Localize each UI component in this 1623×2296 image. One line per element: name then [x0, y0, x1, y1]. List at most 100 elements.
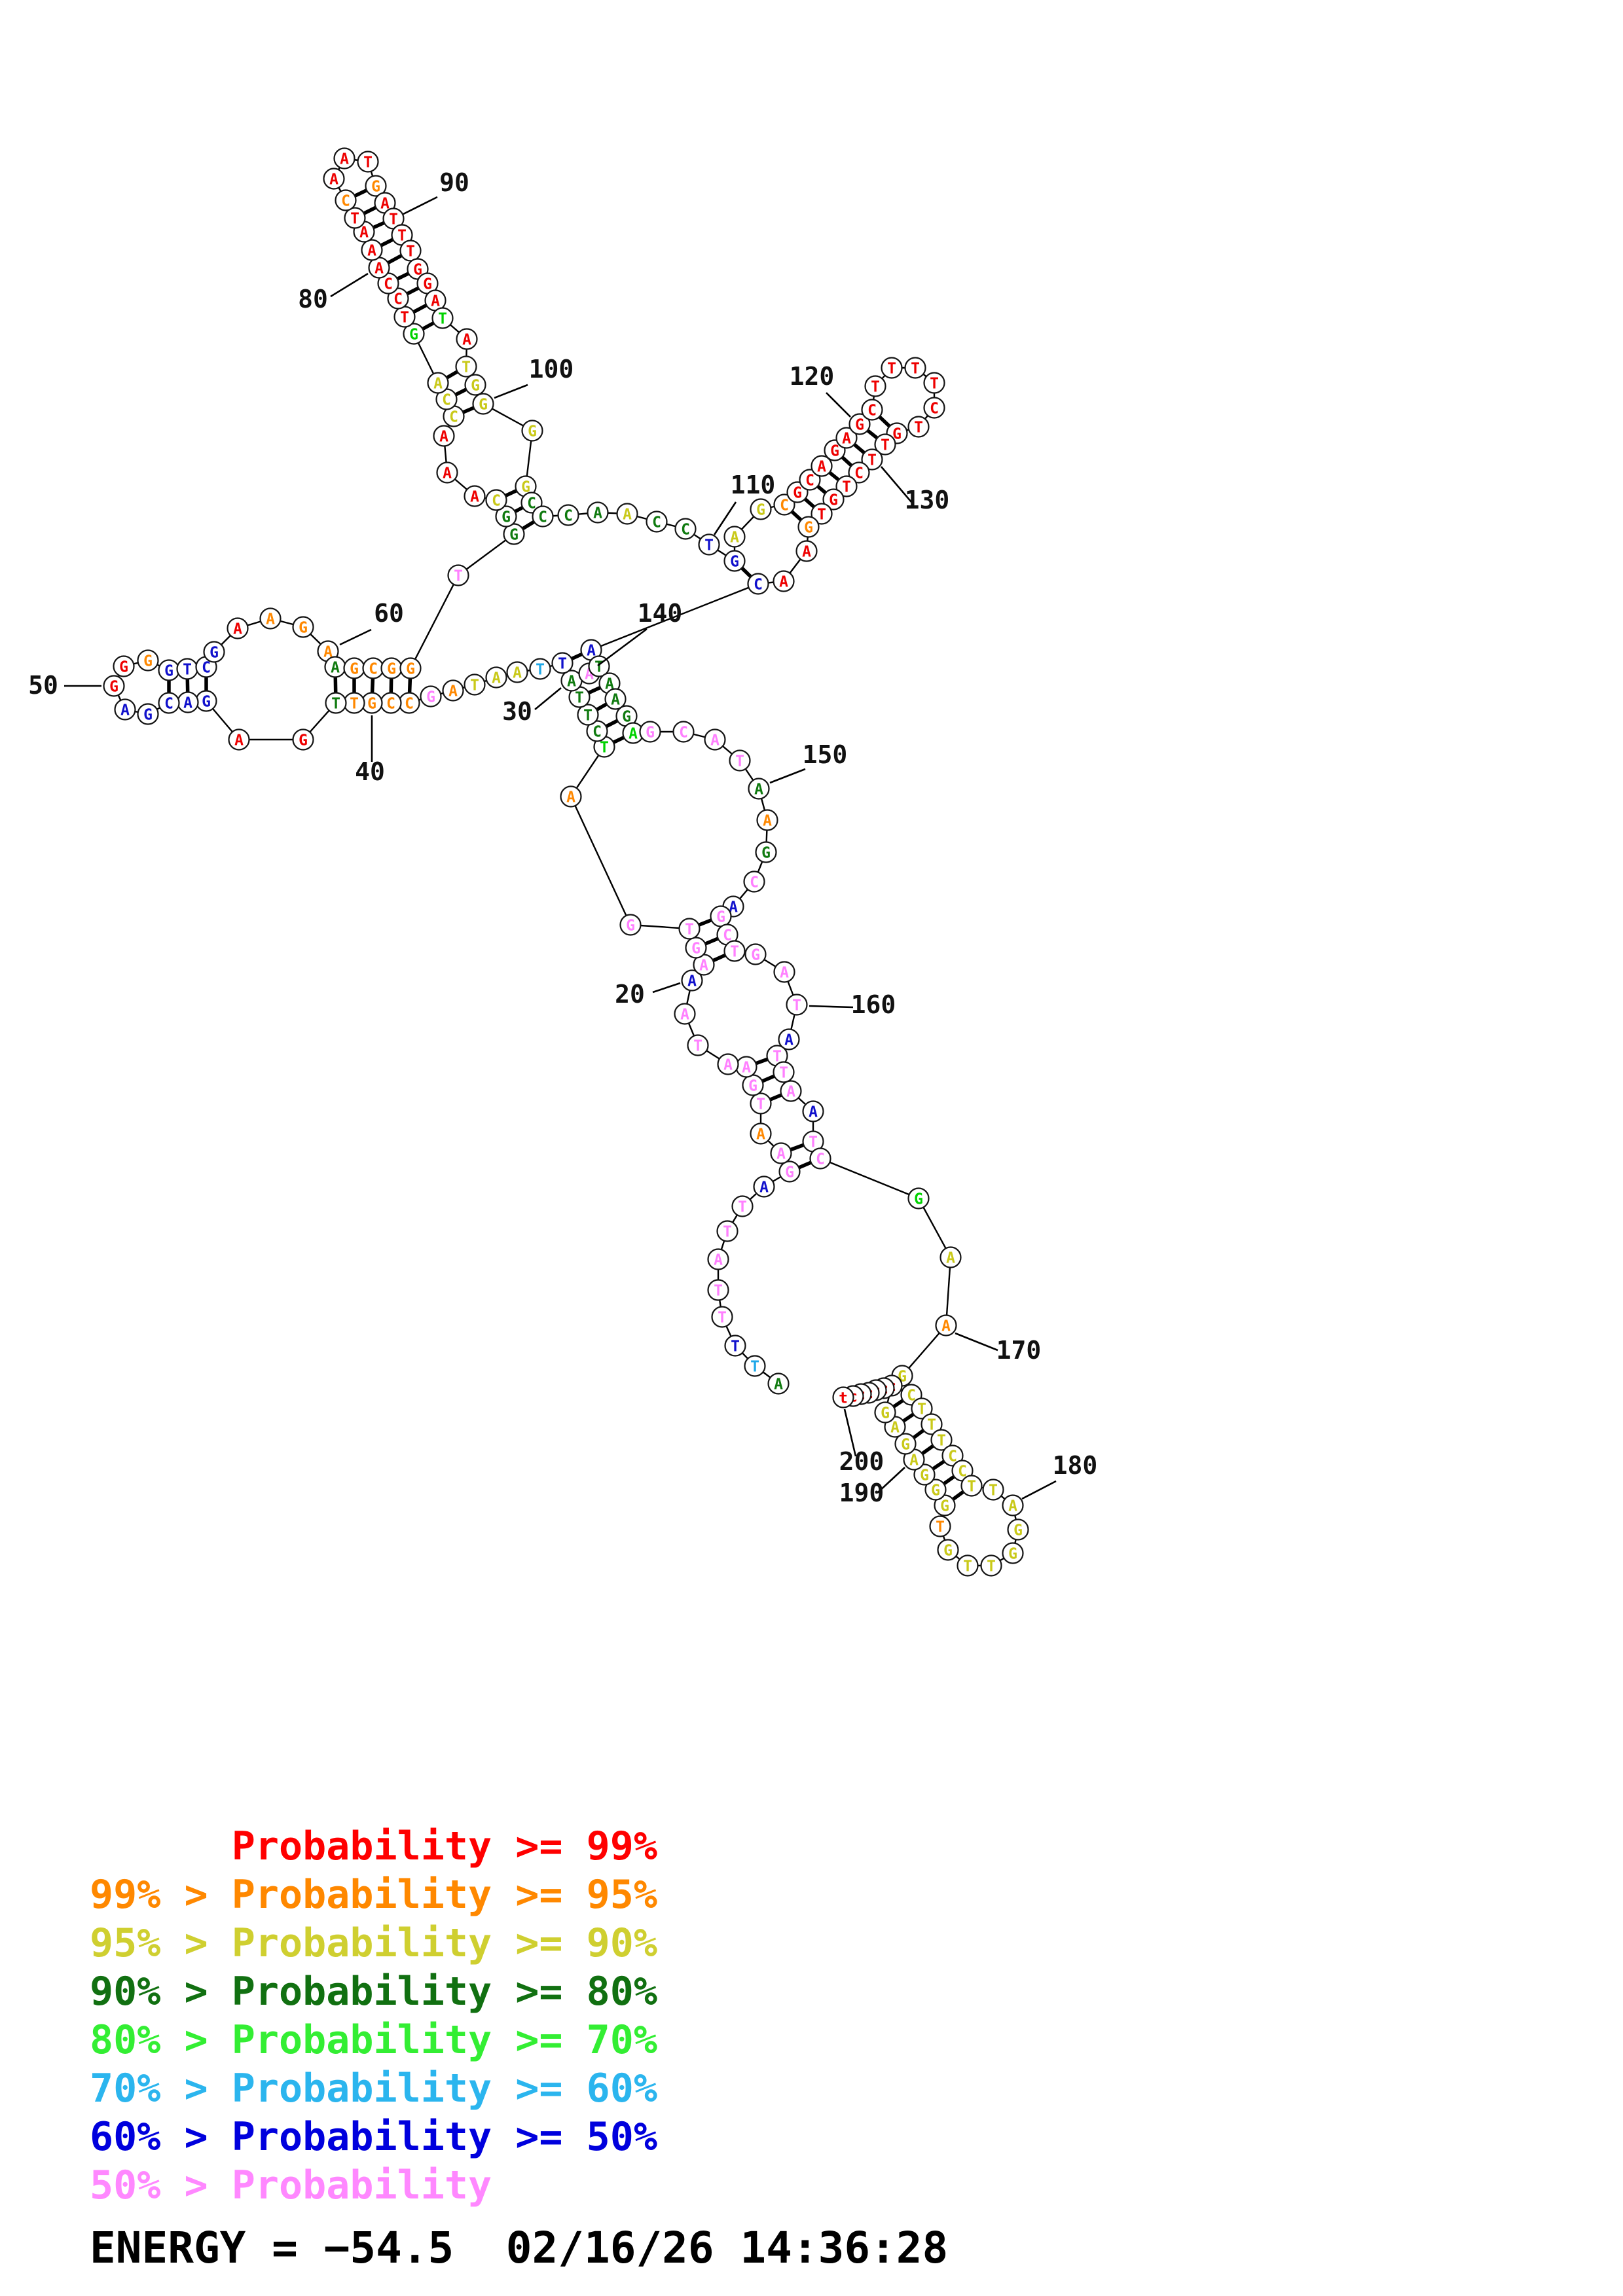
base-letter: C — [816, 1151, 825, 1168]
base-letter: G — [901, 1436, 910, 1453]
nucleotide: G — [907, 1187, 930, 1210]
nucleotide: G — [521, 420, 543, 442]
nucleotide: T — [929, 1515, 951, 1537]
nucleotide: T — [960, 1475, 983, 1497]
base-letter: A — [784, 1031, 793, 1049]
base-letter: A — [374, 260, 384, 277]
base-letter: A — [593, 505, 602, 522]
base-letter: T — [400, 309, 409, 326]
nucleotide: G — [113, 655, 135, 677]
base-letter: T — [817, 506, 826, 523]
nucleotide: G — [103, 675, 125, 697]
nucleotide: T — [716, 1220, 739, 1242]
base-letter: G — [920, 1467, 929, 1484]
nucleotide: A — [442, 679, 464, 702]
base-letter: G — [785, 1164, 794, 1181]
nucleotide: C — [158, 692, 180, 714]
label-leader-line — [826, 392, 851, 418]
nucleotide: G — [822, 488, 845, 511]
base-letter: G — [829, 492, 838, 509]
nucleotide: G — [361, 692, 383, 714]
base-letter: G — [471, 377, 480, 394]
base-letter: A — [729, 899, 738, 916]
nucleotide: G — [755, 841, 777, 863]
nucleotide: C — [747, 573, 769, 595]
nucleotide: A — [560, 785, 582, 808]
base-letter: T — [936, 1518, 945, 1535]
base-letter: T — [750, 1358, 759, 1375]
nucleotide: T — [455, 355, 477, 378]
nucleotide: C — [861, 399, 883, 421]
base-letter: G — [756, 501, 765, 518]
base-letter: T — [723, 1223, 732, 1240]
base-letter: A — [623, 506, 632, 523]
base-letter: A — [776, 1145, 786, 1162]
base-letter: C — [386, 695, 395, 712]
nucleotide: C — [743, 870, 765, 893]
base-letter: T — [575, 689, 584, 706]
base-letter: T — [756, 1096, 765, 1113]
nucleotide: T — [724, 1335, 746, 1357]
base-letter: A — [774, 1376, 783, 1393]
base-letter: G — [691, 940, 701, 957]
position-label: 90 — [439, 168, 469, 197]
nucleotide: G — [924, 1479, 947, 1501]
backbone-segment — [945, 1257, 952, 1326]
legend-row: 99% > Probability >= 95% — [90, 1872, 657, 1918]
base-letter: A — [710, 732, 720, 749]
nucleotide: T — [551, 652, 574, 674]
nucleotide: G — [416, 272, 439, 295]
position-label: 110 — [731, 471, 776, 499]
base-letter: A — [809, 1103, 818, 1121]
nucleotide: G — [615, 705, 638, 727]
nucleotide: T — [391, 224, 413, 246]
base-letter: C — [492, 492, 501, 509]
backbone-segment — [591, 583, 759, 651]
base-letter: A — [756, 1126, 765, 1143]
nucleotide: A — [368, 257, 390, 279]
base-letter: T — [930, 375, 939, 392]
label-leader-line — [534, 687, 562, 711]
base-letter: A — [439, 428, 448, 445]
legend-row: 60% > Probability >= 50% — [90, 2114, 657, 2160]
legend-row: 50% > Probability — [90, 2162, 492, 2208]
position-label: 50 — [28, 671, 58, 700]
nucleotide: C — [809, 1147, 831, 1170]
base-letter: G — [761, 844, 771, 861]
nucleotide: C — [674, 518, 697, 540]
base-letter: G — [109, 678, 119, 695]
nucleotide: A — [604, 688, 627, 710]
nucleotide: A — [780, 1080, 802, 1102]
base-letter: C — [202, 659, 211, 676]
nucleotide: G — [137, 703, 159, 725]
base-letter: A — [680, 1006, 689, 1023]
base-letter: A — [233, 620, 242, 637]
energy-line: ENERGY = −54.5 02/16/26 14:36:28 — [90, 2223, 949, 2273]
nucleotide: A — [323, 168, 345, 190]
nucleotide: T — [980, 1554, 1002, 1577]
base-letter: T — [454, 567, 463, 584]
base-letter: G — [626, 917, 635, 934]
nucleotide: A — [756, 809, 778, 831]
position-label: 40 — [355, 757, 385, 786]
nucleotide: G — [365, 175, 387, 197]
label-leader-line — [330, 272, 369, 298]
base-letter: A — [780, 964, 789, 981]
nucleotide: T — [861, 448, 883, 471]
base-letter: A — [611, 691, 620, 708]
nucleotide: T — [786, 994, 808, 1016]
label-leader-line — [403, 196, 438, 215]
nucleotide: G — [685, 937, 707, 959]
base-letter: T — [735, 753, 744, 770]
nucleotide: T — [344, 207, 366, 229]
nucleotide: A — [259, 607, 282, 630]
nucleotide: T — [750, 1092, 772, 1115]
base-letter: G — [646, 724, 655, 741]
base-letter: A — [723, 1056, 733, 1073]
base-letter: T — [731, 1338, 740, 1355]
base-letter: G — [143, 706, 153, 723]
base-letter: A — [329, 171, 338, 188]
legend-row: 70% > Probability >= 60% — [90, 2066, 657, 2111]
base-letter: C — [527, 495, 536, 512]
nucleotide: T — [874, 433, 896, 456]
